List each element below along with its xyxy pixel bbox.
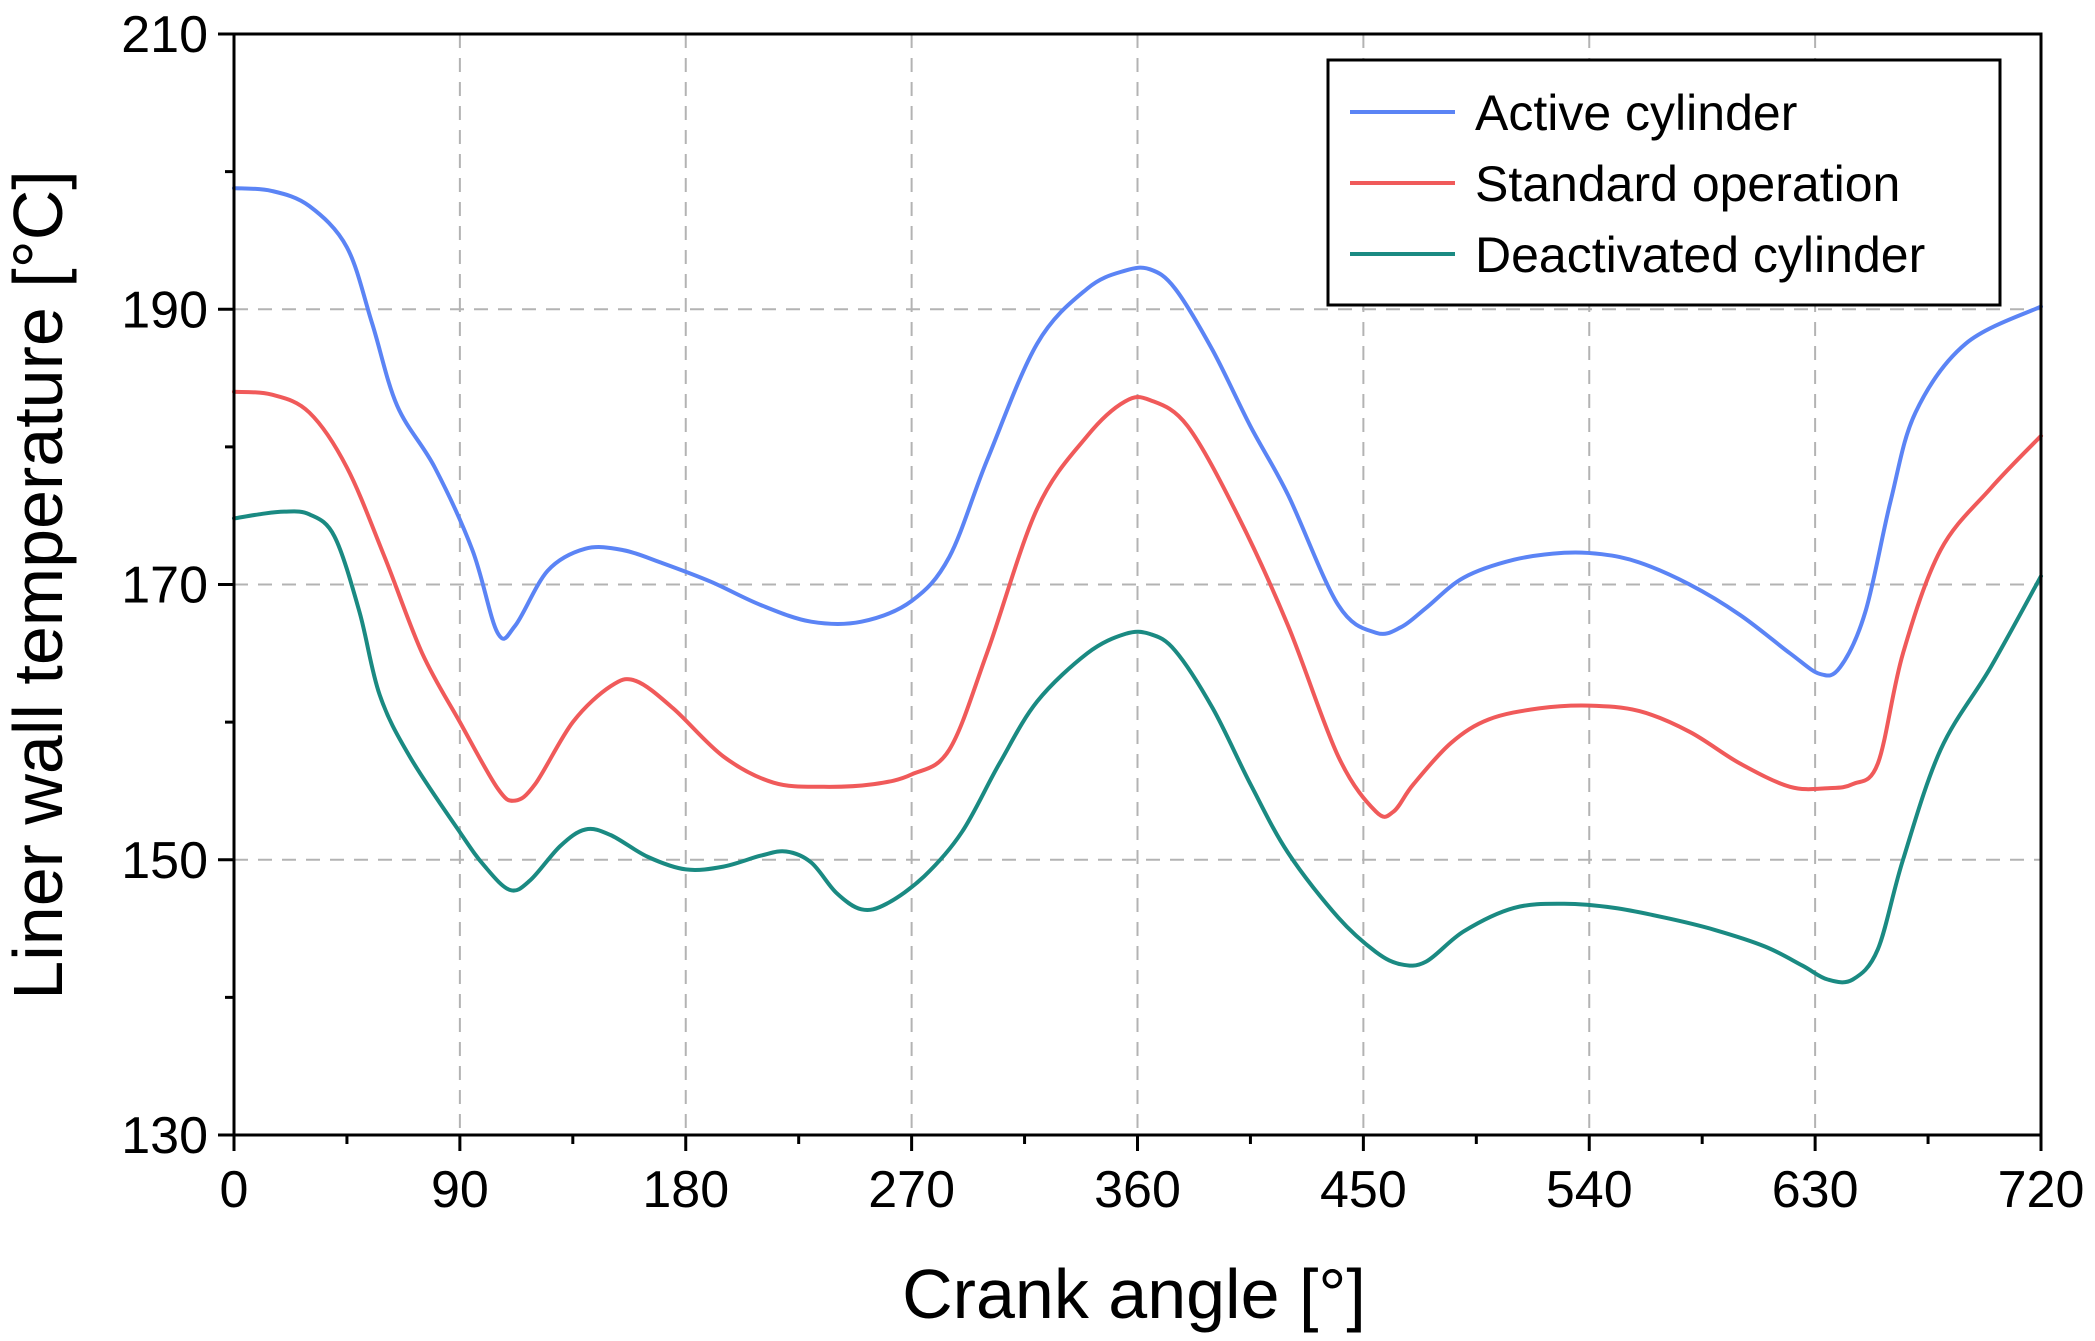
y-tick-label: 210 [121, 6, 208, 64]
x-tick-labels: 0 90 180 270 360 450 540 630 720 [220, 1161, 2085, 1219]
grid [234, 34, 2041, 1135]
series-lines [232, 186, 2043, 985]
series-deactivated-cylinder [232, 509, 2043, 985]
y-axis-title: Liner wall temperature [°C] [0, 170, 77, 999]
legend-label-deactivated-cylinder: Deactivated cylinder [1475, 227, 1925, 283]
x-tick-label: 90 [431, 1161, 489, 1219]
x-tick-label: 720 [1998, 1161, 2085, 1219]
x-tick-label: 360 [1094, 1161, 1181, 1219]
series-standard-operation [232, 389, 2043, 819]
y-tick-label: 170 [121, 557, 208, 615]
y-tick-label: 150 [121, 832, 208, 890]
legend-box [1326, 58, 2002, 307]
y-tick-label: 130 [121, 1107, 208, 1165]
x-tick-label: 180 [642, 1161, 729, 1219]
x-axis-title: Crank angle [°] [902, 1255, 1366, 1333]
y-tick-labels: 130 150 170 190 210 [121, 6, 208, 1165]
axis-ticks [218, 32, 2043, 1151]
y-tick-label: 190 [121, 281, 208, 339]
x-tick-label: 540 [1546, 1161, 1633, 1219]
x-tick-label: 630 [1772, 1161, 1859, 1219]
legend: Active cylinder Standard operation Deact… [1326, 58, 2002, 307]
legend-label-standard-operation: Standard operation [1475, 156, 1900, 212]
x-tick-label: 450 [1320, 1161, 1407, 1219]
series-active-cylinder [232, 186, 2043, 678]
legend-label-active-cylinder: Active cylinder [1475, 85, 1797, 141]
x-tick-label: 0 [220, 1161, 249, 1219]
x-tick-label: 270 [868, 1161, 955, 1219]
